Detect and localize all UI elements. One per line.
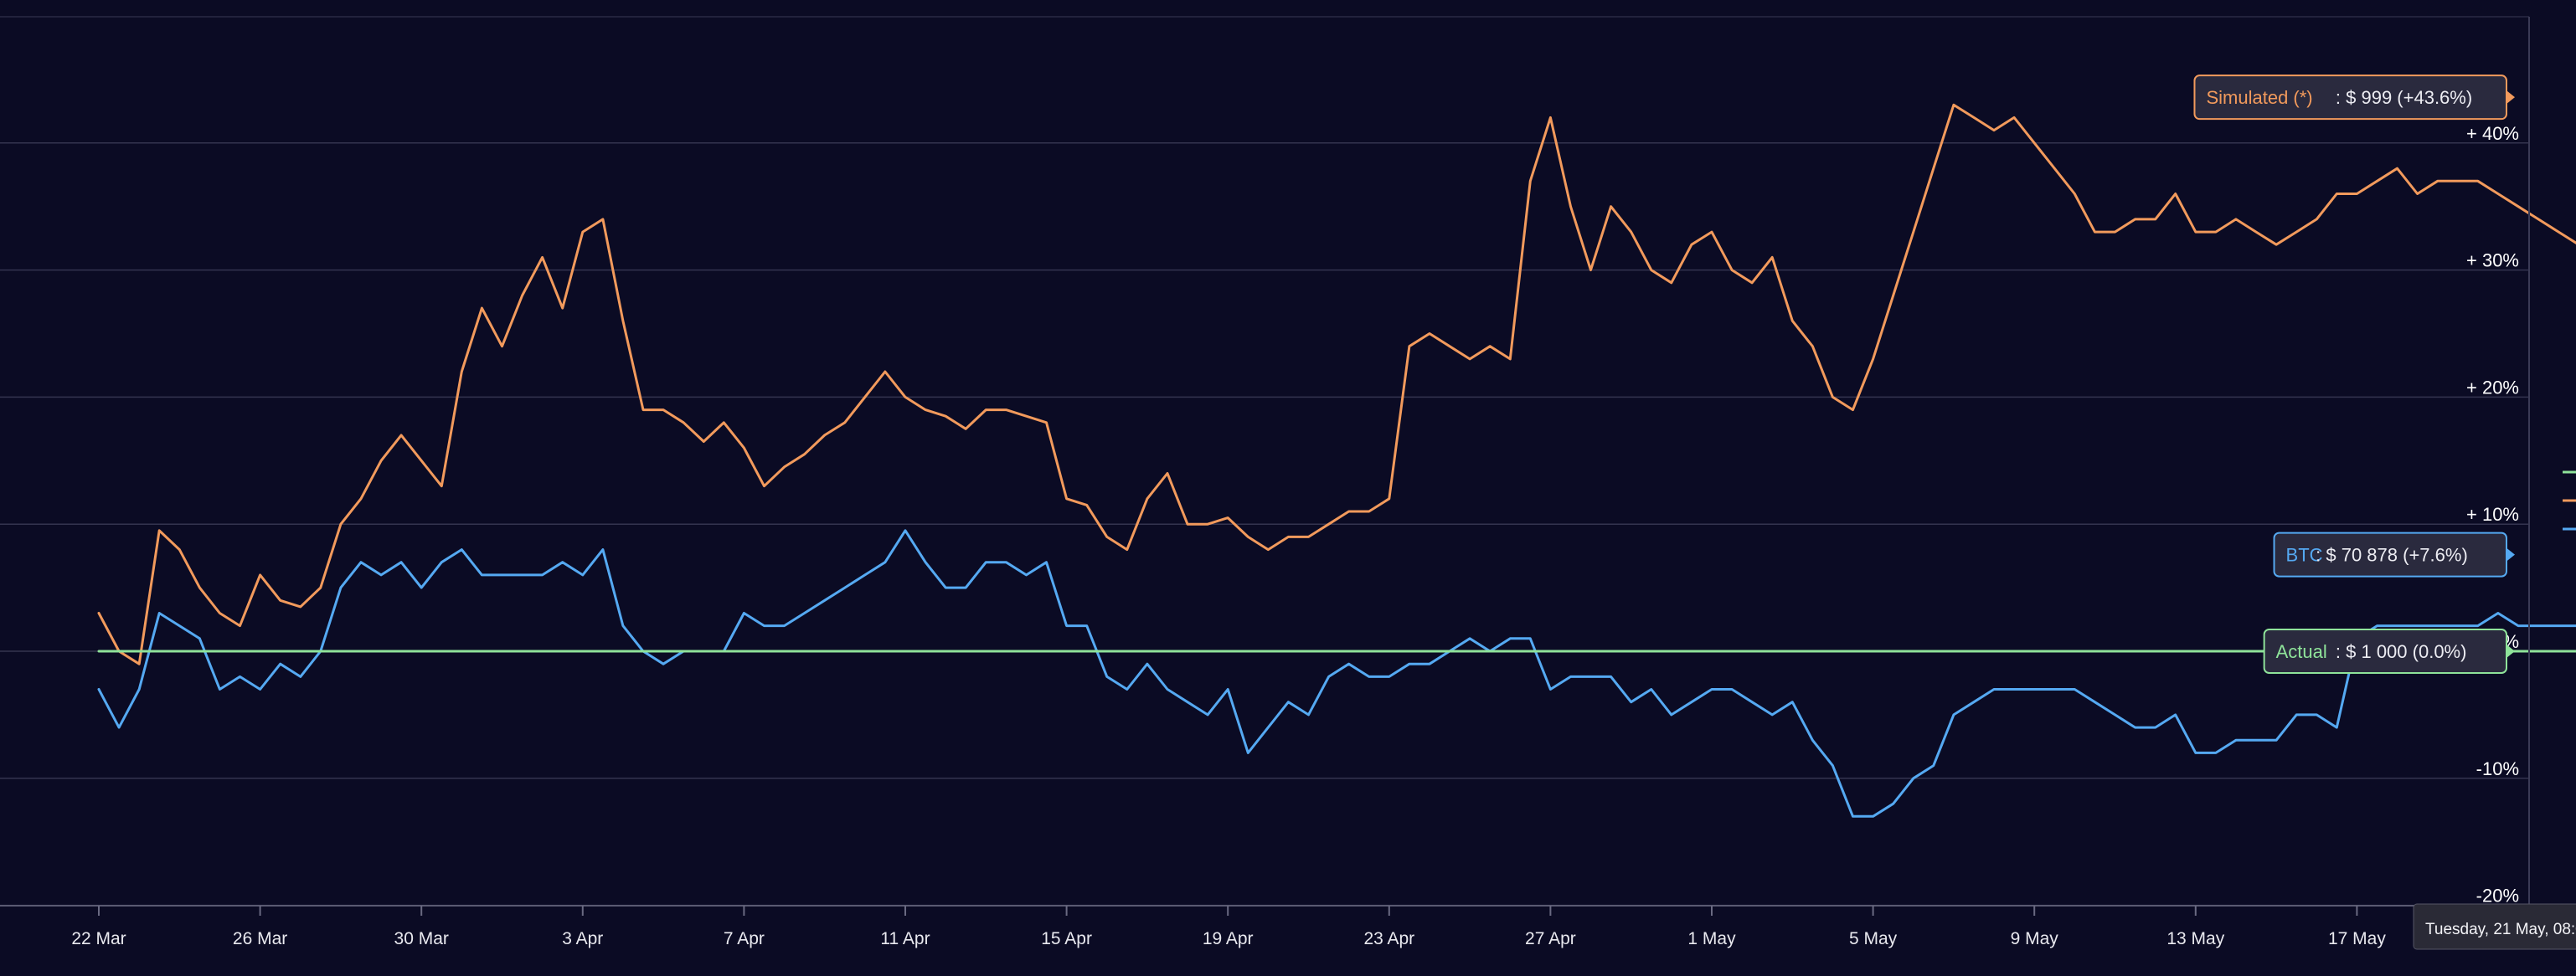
x-tick-label: 7 Apr	[724, 929, 765, 948]
tooltip-label: BTC	[2286, 545, 2323, 566]
tooltip-label: Actual	[2276, 641, 2327, 662]
series-line-1	[97, 529, 2576, 818]
tooltip-label: Simulated (*)	[2206, 87, 2312, 108]
y-axis: + 40%+ 30%+ 20%+ 10%0%-10%-20%	[2466, 17, 2530, 917]
x-tick-label: 22 Mar	[71, 929, 126, 948]
y-tick-label: + 20%	[2466, 377, 2519, 398]
tooltip-pointer	[2506, 90, 2515, 105]
crosshair-date-label: Tuesday, 21 May, 08:0	[2425, 921, 2576, 938]
y-tick-label: -20%	[2476, 886, 2519, 907]
crosshair-date-box	[2413, 903, 2576, 950]
x-tick-label: 19 Apr	[1203, 929, 1254, 948]
tooltip-value: : $ 1 000 (0.0%)	[2336, 641, 2467, 662]
x-tick-label: 26 Mar	[233, 929, 287, 948]
x-tick-label: 5 May	[1849, 929, 1898, 948]
x-tick-label: 9 May	[2011, 929, 2059, 948]
series-line-0	[97, 103, 2576, 665]
x-tick-label: 27 Apr	[1525, 929, 1576, 948]
tooltip-layer: Simulated (*) : $ 999 (+43.6%) BTC: $ 70 8…	[2193, 74, 2576, 950]
tooltip-pointer	[2506, 645, 2515, 658]
x-axis: 22 Mar 26 Mar 30 Mar 3 Apr 7 Apr 11 Apr 15 Apr…	[0, 905, 2529, 948]
x-tick-label: 13 May	[2166, 929, 2224, 948]
y-tick-label: + 10%	[2466, 504, 2519, 525]
x-tick-label: 30 Mar	[394, 929, 449, 948]
grid-layer	[0, 16, 2529, 907]
x-tick-label: 11 Apr	[880, 929, 930, 948]
x-tick-label: 15 Apr	[1041, 929, 1092, 948]
x-tick-label: 17 May	[2328, 929, 2386, 948]
y-tick-label: + 30%	[2466, 250, 2519, 271]
x-tick-label: 1 May	[1687, 929, 1736, 948]
tooltip-value: : $ 999 (+43.6%)	[2336, 87, 2472, 108]
x-tick-label: 23 Apr	[1363, 929, 1414, 948]
x-tick-label: 3 Apr	[562, 929, 603, 948]
tooltip-value: : $ 70 878 (+7.6%)	[2316, 545, 2468, 566]
series-layer	[97, 103, 2576, 818]
tooltip-pointer	[2506, 547, 2515, 562]
y-tick-label: + 40%	[2466, 123, 2519, 144]
legend-markers	[2563, 470, 2576, 531]
y-tick-label: -10%	[2476, 758, 2519, 779]
